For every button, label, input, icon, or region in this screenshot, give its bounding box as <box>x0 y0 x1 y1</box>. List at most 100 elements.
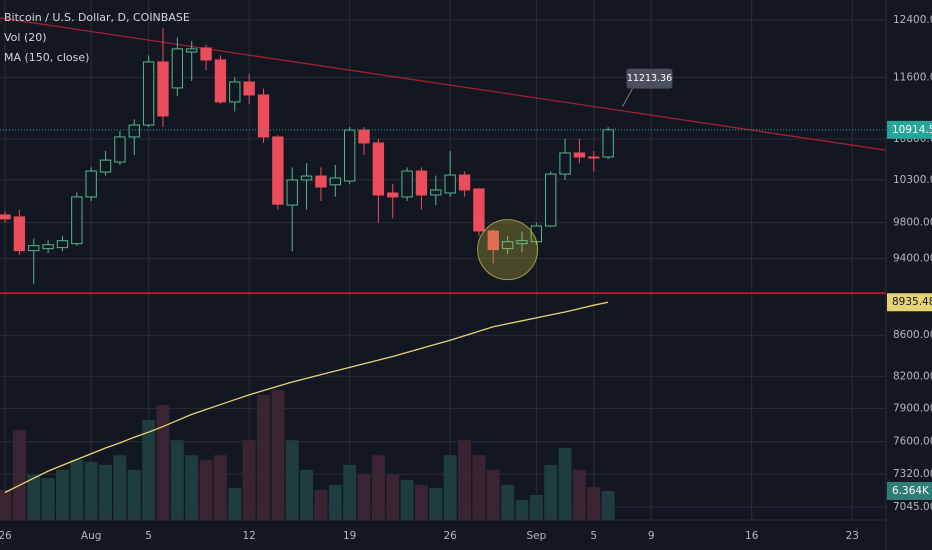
volume-bar <box>414 484 428 520</box>
x-tick-label: 12 <box>242 530 255 542</box>
candle-body <box>415 170 428 196</box>
volume-bar <box>285 440 299 520</box>
volume-bar <box>99 464 113 520</box>
candle-body <box>343 129 356 182</box>
volume-bar <box>213 455 227 520</box>
volume-bar <box>486 469 500 520</box>
volume-tag <box>887 481 932 500</box>
legend-title: Bitcoin / U.S. Dollar, D, COINBASE <box>4 11 190 24</box>
candle-body <box>257 94 270 138</box>
legend-ma: MA (150, close) <box>4 51 89 64</box>
volume-bar <box>515 499 529 520</box>
candle-body <box>186 48 198 53</box>
candle-body <box>142 61 155 126</box>
volume-tag-label: 6.364K <box>892 485 930 497</box>
trendline <box>0 17 887 151</box>
volume-bar <box>501 484 515 520</box>
volume-bar <box>113 455 127 520</box>
volume-bar <box>314 489 328 520</box>
candle-body <box>56 240 69 249</box>
candle-body <box>200 47 212 61</box>
candle-body <box>501 241 514 250</box>
candle-body <box>128 124 140 138</box>
volume-bar <box>142 420 156 520</box>
candle-body <box>358 129 370 144</box>
candle-body <box>487 230 499 251</box>
candle-body <box>444 174 456 194</box>
volume-bar <box>185 455 199 520</box>
volume-bar <box>242 440 256 520</box>
volume-bar <box>371 455 385 520</box>
candle-body <box>28 245 40 252</box>
ma-line <box>4 301 609 494</box>
volume-bar <box>400 479 414 520</box>
volume-bar <box>357 474 371 520</box>
candle-body <box>430 189 442 196</box>
y-tick-label: 11600.00 <box>893 71 932 83</box>
callout-pointer <box>622 88 633 107</box>
callout-label: 11213.36 <box>627 73 672 84</box>
x-tick-label: 9 <box>648 530 655 542</box>
y-tick-label: 7320.00 <box>893 468 932 480</box>
volume-bar <box>27 474 41 520</box>
candle-body <box>545 173 557 227</box>
price-tag-label: 10914.59 <box>892 124 932 136</box>
volume-bar <box>12 430 26 520</box>
candle-body <box>243 81 255 96</box>
candle-body <box>13 216 26 252</box>
candle-body <box>573 152 586 158</box>
grid <box>0 0 886 520</box>
volume <box>0 390 615 520</box>
candle-body <box>157 61 169 117</box>
ma-tag-label: 8935.48 <box>892 296 932 308</box>
candle-body <box>372 142 385 196</box>
volume-bar <box>529 494 543 520</box>
candle-body <box>272 136 284 205</box>
volume-bar <box>56 469 69 520</box>
volume-bar <box>127 469 141 520</box>
candle-body <box>214 59 227 103</box>
volume-bar <box>199 459 213 520</box>
x-tick-label: 26 <box>443 530 457 542</box>
candle-body <box>300 175 313 181</box>
y-tick-label: 12400.00 <box>893 14 932 26</box>
volume-bar <box>156 405 170 520</box>
volume-bar <box>429 488 443 520</box>
candle-body <box>99 159 112 173</box>
x-tick-label: 26 <box>0 530 12 542</box>
candle-body <box>315 175 327 188</box>
legend-volume: Vol (20) <box>4 31 47 44</box>
y-tick-label: 7600.00 <box>893 436 932 448</box>
volume-bar <box>558 447 572 520</box>
x-tick-label: 19 <box>343 530 356 542</box>
candle-body <box>42 244 54 250</box>
volume-bar <box>458 440 472 520</box>
candle-body <box>458 174 471 191</box>
callout-box <box>626 68 673 89</box>
volume-bar <box>572 469 586 520</box>
x-tick-label: 5 <box>145 530 152 542</box>
candle-body <box>229 81 241 103</box>
volume-bar <box>70 459 84 520</box>
volume-bar <box>271 390 285 520</box>
ma-tag <box>887 293 932 312</box>
candle-body <box>171 48 184 89</box>
candle-body <box>559 152 571 175</box>
plot: 11213.36 <box>0 17 887 494</box>
y-tick-label: 7900.00 <box>893 402 932 414</box>
candle-body <box>588 156 600 159</box>
x-tick-label: Sep <box>526 530 546 542</box>
axes: 12400.0011600.0010800.0010300.009800.009… <box>0 14 932 542</box>
volume-bar <box>386 474 400 520</box>
volume-bar <box>328 484 342 520</box>
x-tick-label: 23 <box>846 530 859 542</box>
candle-body <box>71 196 83 245</box>
volume-bar <box>170 440 184 520</box>
y-tick-label: 10300.00 <box>893 174 932 186</box>
y-tick-label: 9400.00 <box>893 253 932 265</box>
volume-bar <box>257 395 270 520</box>
volume-bar <box>228 488 242 520</box>
y-tick-label: 8200.00 <box>893 370 932 382</box>
x-tick-label: 5 <box>590 530 597 542</box>
